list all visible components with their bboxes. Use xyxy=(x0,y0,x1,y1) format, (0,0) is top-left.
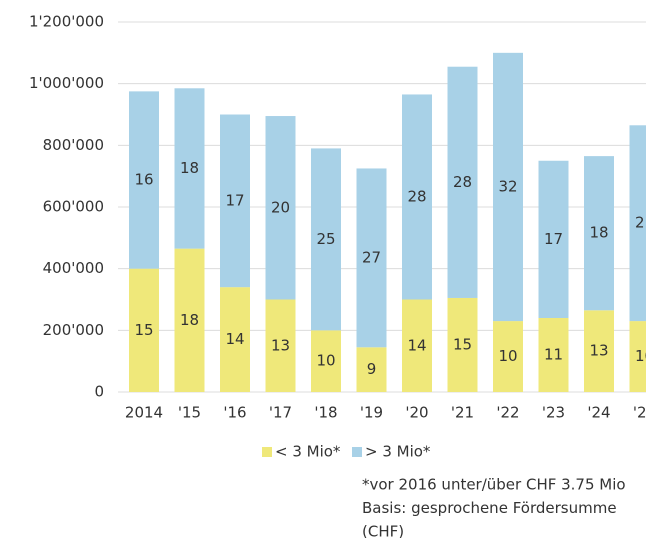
x-tick-label: '20 xyxy=(405,404,428,422)
y-tick-label: 200'000 xyxy=(43,321,104,339)
bar-segment xyxy=(129,91,159,269)
x-tick-label: '23 xyxy=(542,404,565,422)
bar-segment xyxy=(447,297,478,392)
bar-segment xyxy=(629,125,646,322)
bar-segment xyxy=(447,66,478,298)
bar-segment xyxy=(629,321,646,392)
y-tick-label: 400'000 xyxy=(43,259,104,277)
bar-segment xyxy=(129,268,159,392)
bar-segment xyxy=(356,168,387,348)
segment-label: 9 xyxy=(367,360,377,378)
x-tick-label: '16 xyxy=(223,404,246,422)
y-tick-label: 1'000'000 xyxy=(29,74,104,92)
footnote: Basis: gesprochene Fördersumme xyxy=(362,499,617,517)
segment-label: 20 xyxy=(271,198,290,216)
x-tick-label: '18 xyxy=(314,404,337,422)
y-tick-label: 0 xyxy=(94,383,104,401)
bar-segment xyxy=(220,114,250,288)
bar-segment xyxy=(220,287,250,392)
segment-label: 10 xyxy=(635,347,646,365)
segment-label: 15 xyxy=(453,335,472,353)
x-tick-label: '24 xyxy=(587,404,610,422)
segment-label: 10 xyxy=(316,352,335,370)
segment-label: 18 xyxy=(180,311,199,329)
bar-segment xyxy=(402,94,432,300)
x-tick-label: 2014 xyxy=(125,404,163,422)
legend-label: > 3 Mio* xyxy=(365,443,431,461)
segment-label: 32 xyxy=(498,177,517,195)
bar-segment xyxy=(311,148,341,331)
legend-swatch xyxy=(262,447,272,457)
legend-label: < 3 Mio* xyxy=(275,443,341,461)
bar-segment xyxy=(538,160,569,318)
segment-label: 27 xyxy=(362,248,381,266)
bar-segment xyxy=(493,321,523,392)
bar-segment xyxy=(174,248,205,392)
segment-label: 14 xyxy=(225,330,244,348)
y-tick-label: 1'200'000 xyxy=(29,13,104,31)
segment-label: 21 xyxy=(635,214,646,232)
bar-segment xyxy=(538,318,569,392)
x-tick-label: '25 xyxy=(633,404,646,422)
footnote: *vor 2016 unter/über CHF 3.75 Mio xyxy=(362,476,626,494)
footnote: (CHF) xyxy=(362,523,404,538)
segment-label: 17 xyxy=(225,191,244,209)
segment-label: 18 xyxy=(180,159,199,177)
bar-segment xyxy=(584,310,614,392)
bar-segment xyxy=(402,299,432,392)
bar-segment xyxy=(311,330,341,392)
segment-label: 18 xyxy=(589,224,608,242)
bar-segment xyxy=(265,116,296,300)
y-tick-label: 800'000 xyxy=(43,136,104,154)
segment-label: 14 xyxy=(407,336,426,354)
segment-label: 16 xyxy=(134,171,153,189)
segment-label: 13 xyxy=(271,336,290,354)
legend-swatch xyxy=(352,447,362,457)
y-tick-label: 600'000 xyxy=(43,198,104,216)
bar-segment xyxy=(493,52,523,322)
x-tick-label: '17 xyxy=(269,404,292,422)
bar-segment xyxy=(265,299,296,392)
segment-label: 28 xyxy=(407,187,426,205)
segment-label: 28 xyxy=(453,173,472,191)
segment-label: 15 xyxy=(134,321,153,339)
bar-segment xyxy=(356,347,387,392)
x-tick-label: '22 xyxy=(496,404,519,422)
segment-label: 10 xyxy=(498,347,517,365)
segment-label: 13 xyxy=(589,342,608,360)
bar-segment xyxy=(584,156,614,311)
x-tick-label: '19 xyxy=(360,404,383,422)
segment-label: 11 xyxy=(544,346,563,364)
bar-segment xyxy=(174,88,205,249)
segment-label: 25 xyxy=(316,230,335,248)
x-tick-label: '21 xyxy=(451,404,474,422)
segment-label: 17 xyxy=(544,230,563,248)
x-tick-label: '15 xyxy=(178,404,201,422)
